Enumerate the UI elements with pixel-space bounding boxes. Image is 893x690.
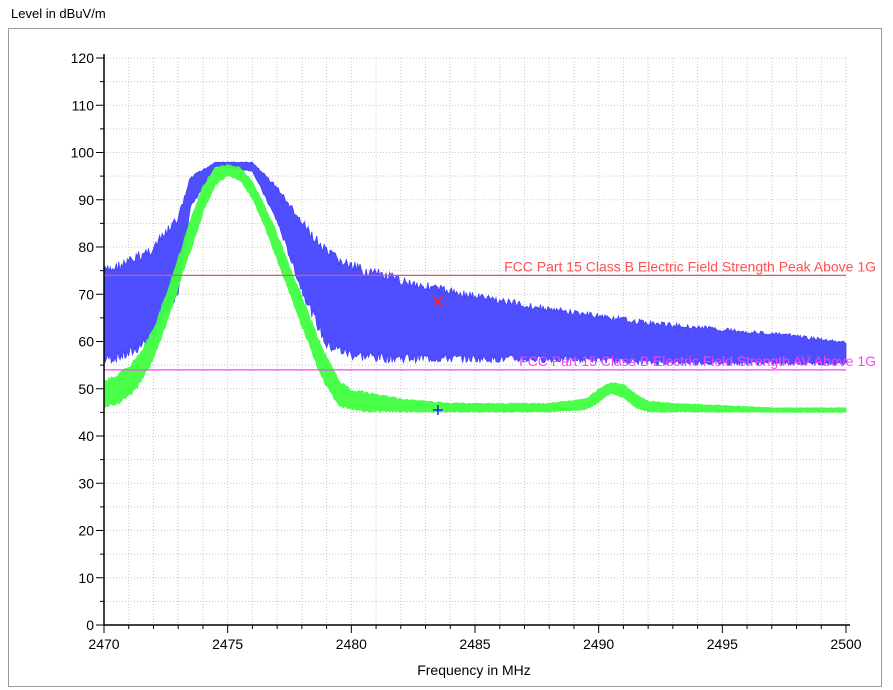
series-band-2 [103,164,847,413]
marker-1 [432,295,444,307]
limit-label-2: FCC Part 15 Class B Electric Field Stren… [519,353,876,369]
limit-lines: FCC Part 15 Class B Electric Field Stren… [104,258,876,371]
y-tick-label: 0 [86,617,94,633]
y-tick-label: 120 [71,50,95,66]
y-tick-label: 110 [72,97,95,113]
y-tick-label: 90 [78,192,94,208]
series-layer [103,161,847,413]
limit-label-1: FCC Part 15 Class B Electric Field Stren… [504,258,876,274]
markers [432,295,444,416]
marker-2 [432,405,443,416]
x-tick-label: 2475 [212,636,243,652]
series-band-1 [103,161,847,367]
y-axis-label: Level in dBuV/m [11,6,106,21]
y-tick-label: 60 [78,334,94,350]
y-tick-label: 20 [78,523,94,539]
y-tick-label: 80 [78,239,94,255]
x-tick-label: 2480 [336,636,367,652]
x-tick-label: 2495 [707,636,738,652]
x-tick-label: 2500 [830,636,861,652]
x-tick-label: 2490 [583,636,614,652]
grid [103,57,847,626]
y-tick-label: 10 [78,570,94,586]
y-tick-label: 40 [78,428,94,444]
marker-stroke [432,295,444,307]
chart-plot: FCC Part 15 Class B Electric Field Stren… [71,50,876,678]
x-tick-label: 2485 [459,636,490,652]
y-tick-label: 100 [71,145,95,161]
x-axis-label: Frequency in MHz [417,662,531,678]
x-tick-label: 2470 [88,636,119,652]
axes: 0 10 20 30 40 50 60 70 80 90 100 110 120 2470 2475 2480… [71,50,862,652]
y-tick-label: 50 [78,381,94,397]
chart-frame: FCC Part 15 Class B Electric Field Stren… [8,28,882,687]
y-tick-label: 30 [78,475,94,491]
y-tick-label: 70 [78,286,94,302]
